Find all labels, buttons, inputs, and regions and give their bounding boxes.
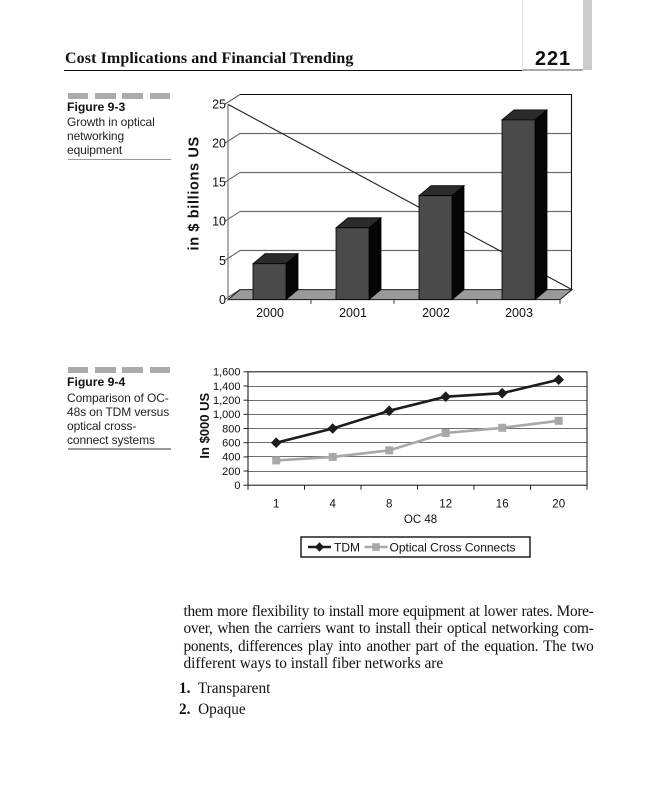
svg-text:in $ billions US: in $ billions US xyxy=(187,136,203,250)
svg-text:400: 400 xyxy=(222,452,240,464)
svg-text:4: 4 xyxy=(329,499,336,511)
svg-text:2000: 2000 xyxy=(256,306,284,320)
svg-text:1,200: 1,200 xyxy=(213,395,241,407)
svg-text:200: 200 xyxy=(222,466,240,478)
svg-text:2001: 2001 xyxy=(339,306,367,320)
svg-text:1,600: 1,600 xyxy=(213,367,241,379)
svg-text:5: 5 xyxy=(219,254,226,268)
svg-text:Optical Cross Connects: Optical Cross Connects xyxy=(390,540,516,554)
svg-text:20: 20 xyxy=(212,137,226,151)
svg-text:0: 0 xyxy=(219,293,226,307)
svg-text:1: 1 xyxy=(273,499,279,511)
svg-text:800: 800 xyxy=(222,423,240,435)
svg-text:12: 12 xyxy=(439,499,452,511)
svg-text:OC 48: OC 48 xyxy=(404,514,437,526)
svg-text:20: 20 xyxy=(552,499,565,511)
svg-text:10: 10 xyxy=(212,215,226,229)
svg-text:0: 0 xyxy=(234,480,240,492)
svg-text:TDM: TDM xyxy=(334,540,360,554)
svg-text:25: 25 xyxy=(212,98,226,112)
svg-text:600: 600 xyxy=(222,438,240,450)
svg-text:15: 15 xyxy=(212,176,226,190)
svg-text:In $000 US: In $000 US xyxy=(197,392,212,458)
svg-text:2002: 2002 xyxy=(422,306,450,320)
svg-text:2003: 2003 xyxy=(505,306,533,320)
svg-text:1,400: 1,400 xyxy=(213,381,241,393)
svg-text:16: 16 xyxy=(496,499,509,511)
svg-text:8: 8 xyxy=(386,499,392,511)
svg-text:1,000: 1,000 xyxy=(213,409,241,421)
